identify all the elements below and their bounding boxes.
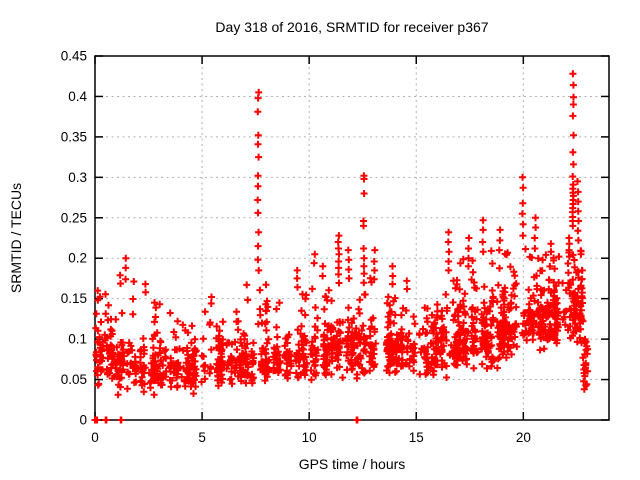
y-tick-label: 0.05: [61, 372, 87, 387]
y-tick-label: 0.4: [68, 89, 87, 104]
plot-border: [94, 55, 610, 421]
x-tick-label: 5: [198, 430, 206, 445]
y-tick-label: 0.35: [61, 129, 87, 144]
x-tick-label: 0: [91, 430, 99, 445]
x-axis-label: GPS time / hours: [299, 456, 406, 472]
y-tick-label: 0.3: [68, 170, 87, 185]
y-axis-label: SRMTID / TECUs: [8, 183, 24, 293]
y-tick-label: 0.25: [61, 210, 87, 225]
y-tick-label: 0.45: [61, 49, 87, 64]
y-tick-label: 0.2: [68, 251, 87, 266]
chart-title: Day 318 of 2016, SRMTID for receiver p36…: [215, 19, 488, 35]
y-tick-label: 0.1: [68, 332, 87, 347]
x-tick-label: 10: [302, 430, 317, 445]
scatter-plus-markers: [91, 70, 592, 424]
y-tick-label: 0: [79, 413, 87, 428]
y-tick-label: 0.15: [61, 291, 87, 306]
x-tick-label: 15: [409, 430, 424, 445]
tick-labels: 0 5 10 15 20 0 0.05 0.1 0.15 0.2 0.25 0.3 0.35 0.4 0.4…: [61, 49, 531, 446]
x-tick-label: 20: [516, 430, 531, 445]
data-points: [91, 70, 592, 424]
